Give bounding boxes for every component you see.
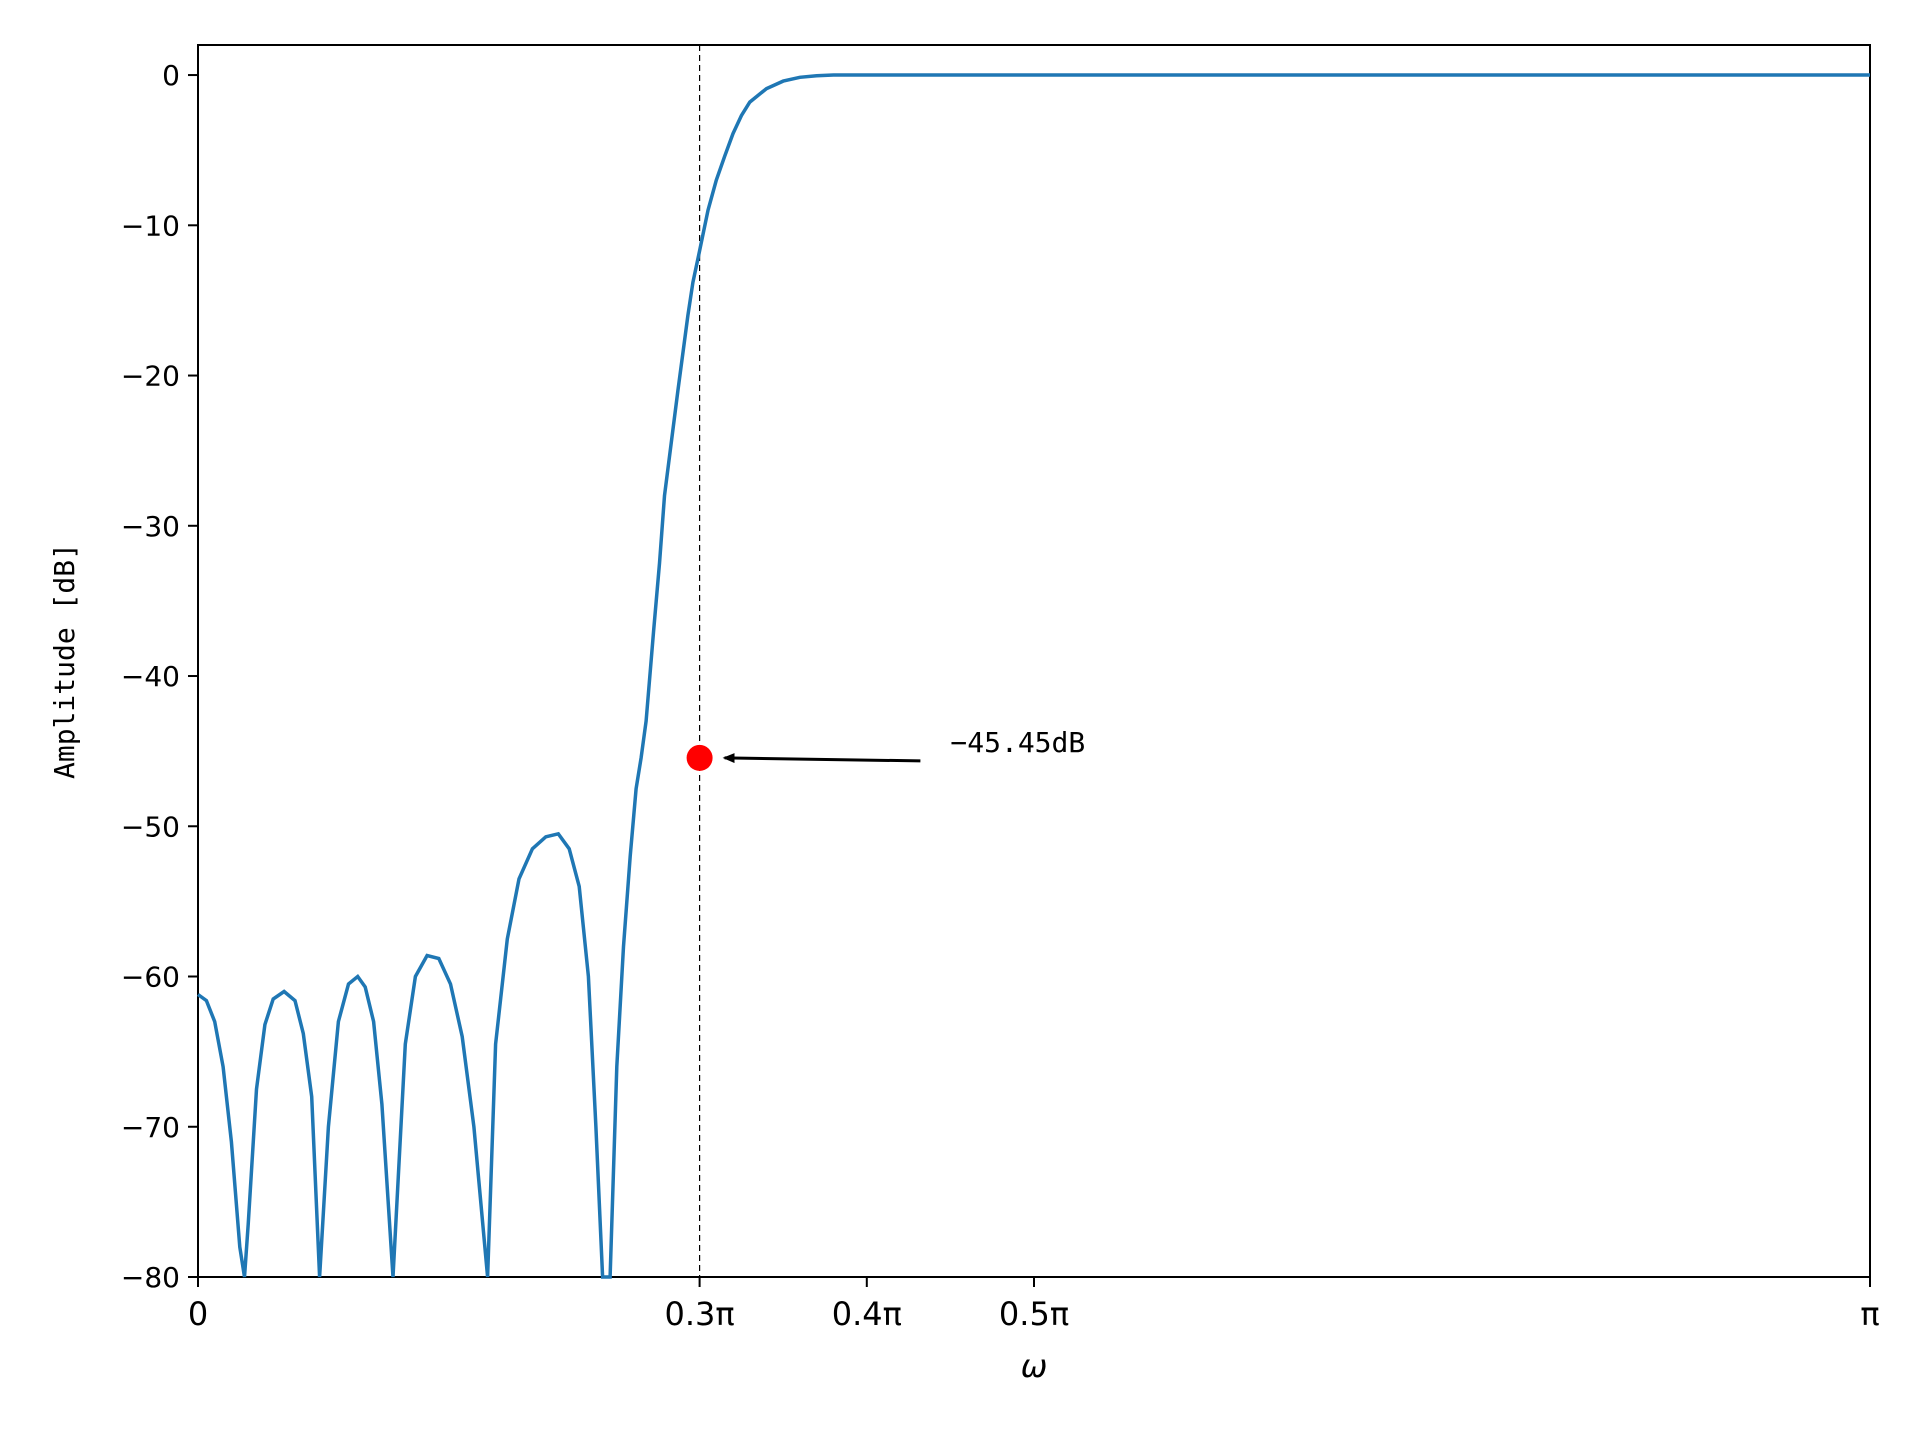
x-axis-ticks: 0 0.3π 0.4π 0.5π π [188,1277,1880,1333]
x-axis-label: ω [1021,1347,1048,1385]
y-tick-label: 0 [162,59,180,92]
x-tick-label: π [1860,1295,1879,1333]
y-tick-label: −40 [121,660,180,693]
x-tick-label: 0 [188,1295,208,1333]
x-tick-label: 0.3π [665,1295,735,1333]
amplitude-response-line [196,73,1870,1279]
y-tick-label: −10 [121,209,180,242]
y-axis-label: Amplitude [dB] [48,543,81,779]
y-tick-label: −50 [121,810,180,843]
annotation-arrow [722,753,921,764]
annotation-label: −45.45dB [950,726,1085,759]
y-tick-label: −60 [121,961,180,994]
y-tick-label: −30 [121,510,180,543]
y-tick-label: −20 [121,360,180,393]
y-tick-label: −80 [121,1261,180,1294]
y-tick-label: −70 [121,1111,180,1144]
x-tick-label: 0.5π [999,1295,1069,1333]
plot-area [197,44,1871,1278]
y-axis-ticks: 0 −10 −20 −30 −40 −50 −60 −70 −80 [121,59,198,1294]
x-tick-label: 0.4π [832,1295,902,1333]
highlight-marker [686,744,713,771]
